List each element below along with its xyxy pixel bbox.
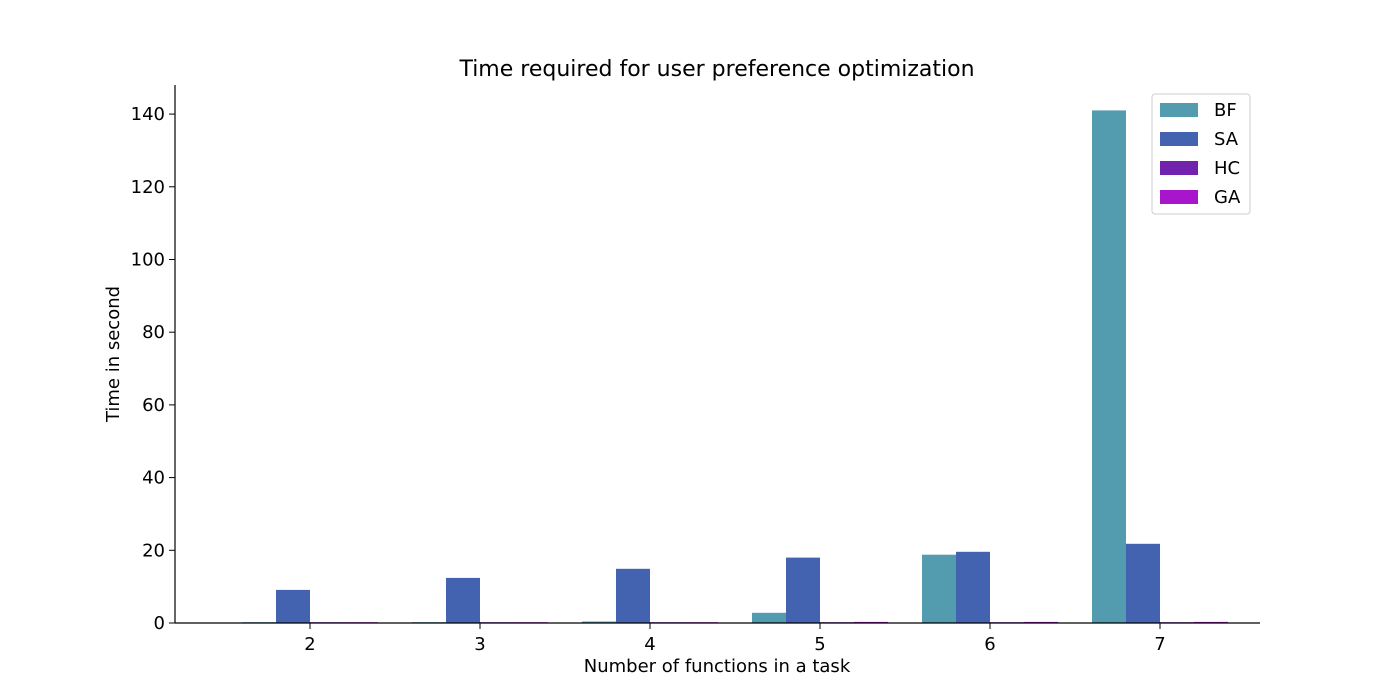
axes-group: 0 20 40 60 80 100 120 140 2 3 4 5 6 7 [131,85,1260,655]
bars-group [242,110,1228,623]
bar-sa-4 [616,568,650,623]
y-tick-label: 140 [131,104,165,125]
bar-sa-2 [276,589,310,623]
y-tick-label: 100 [131,249,165,270]
bar-sa-3 [446,577,480,623]
bar-bf-4 [582,621,616,623]
bar-sa-7 [1126,543,1160,623]
y-tick-label: 0 [154,613,165,634]
y-tick-label: 20 [142,540,165,561]
x-axis-label: Number of functions in a task [584,656,851,677]
legend-swatch-sa [1160,132,1198,146]
bar-sa-6 [956,551,990,623]
y-axis-label: Time in second [103,286,124,423]
legend: BF SA HC GA [1151,93,1251,215]
legend-swatch-ga [1160,190,1198,204]
y-tick-label: 40 [142,468,165,489]
bar-bf-7 [1092,110,1126,623]
legend-swatch-hc [1160,161,1198,175]
legend-label-sa: SA [1214,129,1239,150]
x-tick-label: 7 [1154,634,1165,655]
y-tick-label: 60 [142,395,165,416]
x-tick-label: 3 [474,634,485,655]
x-tick-label: 6 [984,634,995,655]
x-tick-label: 5 [814,634,825,655]
x-tick-label: 4 [644,634,655,655]
legend-label-ga: GA [1214,187,1241,208]
y-tick-label: 80 [142,322,165,343]
bar-sa-5 [786,557,820,623]
legend-swatch-bf [1160,103,1198,117]
chart-title: Time required for user preference optimi… [458,57,974,82]
legend-label-hc: HC [1214,158,1240,179]
y-tick-label: 120 [131,177,165,198]
x-tick-label: 2 [304,634,315,655]
legend-box [1151,93,1251,215]
bar-bf-6 [922,554,956,623]
bar-bf-5 [752,612,786,623]
legend-label-bf: BF [1214,100,1237,121]
